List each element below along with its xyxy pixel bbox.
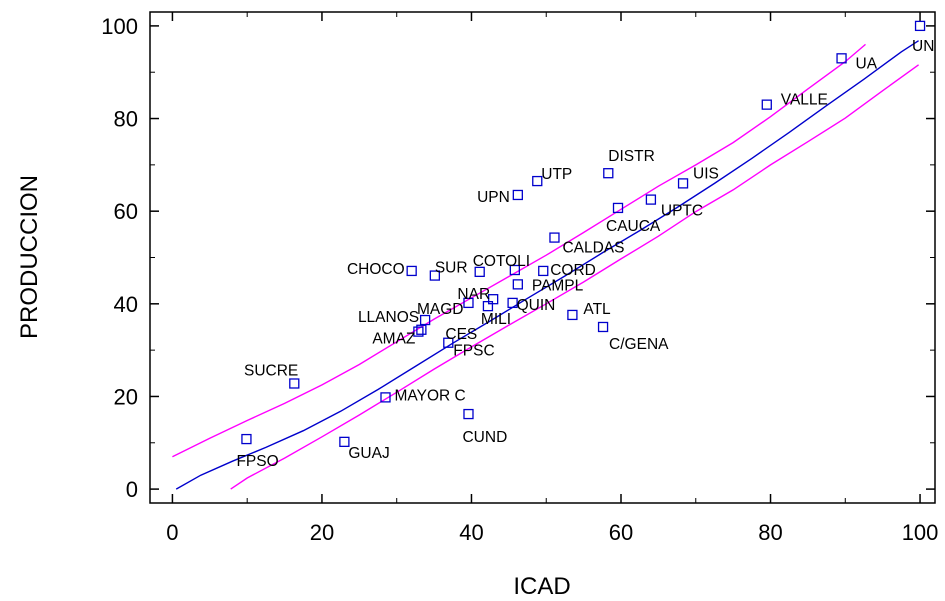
y-tick-label: 60 — [114, 199, 138, 224]
x-tick-label: 100 — [902, 520, 939, 545]
y-tick-label: 100 — [101, 14, 138, 39]
point-label: CES — [445, 326, 477, 343]
data-point-marker — [474, 266, 485, 278]
data-point-marker — [509, 264, 520, 276]
point-label: CUND — [462, 429, 507, 446]
data-point-marker — [597, 321, 609, 333]
point-label: UPN — [477, 189, 510, 206]
confidence-bands — [172, 43, 920, 490]
point-label: FPSO — [236, 453, 278, 470]
data-point-marker — [512, 279, 523, 290]
point-label: UTP — [541, 166, 572, 183]
point-label: LLANOS — [358, 309, 419, 326]
data-point-marker — [419, 314, 431, 326]
point-label: QUIN — [517, 297, 556, 314]
point-label: CAUCA — [606, 218, 661, 235]
point-label: PAMPL — [532, 277, 584, 294]
point-label: NAR — [457, 286, 490, 303]
data-point-marker — [339, 436, 350, 448]
data-point-marker — [488, 294, 499, 305]
y-tick-label: 0 — [126, 477, 138, 502]
point-label: ATL — [583, 301, 611, 318]
point-label: MAGD — [417, 301, 464, 318]
lower-confidence-line — [230, 64, 920, 490]
x-tick-label: 0 — [166, 520, 178, 545]
point-label: SUCRE — [244, 362, 298, 379]
point-label: COTOLI — [473, 253, 530, 270]
data-point-marker — [761, 99, 772, 110]
x-tick-label: 80 — [758, 520, 782, 545]
data-point-marker — [463, 408, 474, 420]
data-point-marker — [677, 178, 689, 189]
point-label: DISTR — [608, 148, 655, 165]
point-label: MAYOR C — [395, 387, 466, 404]
point-label: VALLE — [781, 92, 828, 109]
point-label: UPTC — [661, 203, 703, 220]
point-label: UA — [856, 55, 878, 72]
data-points — [241, 20, 926, 448]
point-label: SUR — [435, 260, 468, 277]
x-axis-title: ICAD — [513, 573, 570, 600]
data-point-marker — [429, 270, 440, 281]
data-point-marker — [512, 189, 523, 201]
y-tick-label: 40 — [114, 292, 138, 317]
axis-tick-labels: 0 20 40 60 80 100 0 20 40 60 80 100 — [101, 14, 938, 545]
point-label: C/GENA — [609, 336, 669, 353]
y-tick-label: 80 — [114, 107, 138, 132]
data-point-marker — [482, 300, 494, 312]
data-point-marker — [406, 265, 417, 277]
data-point-marker — [532, 175, 543, 187]
point-label: CHOCO — [347, 261, 405, 278]
axis-ticks — [150, 12, 935, 503]
point-label: AMAZ — [372, 331, 415, 348]
x-tick-label: 40 — [459, 520, 483, 545]
data-point-marker — [241, 433, 252, 445]
data-point-marker — [612, 202, 624, 214]
point-label: UIS — [693, 165, 719, 182]
data-point-marker — [507, 297, 518, 309]
data-point-marker — [538, 265, 549, 277]
data-point-marker — [443, 337, 454, 348]
data-point-marker — [549, 232, 560, 243]
data-point-marker — [914, 20, 926, 32]
data-point-marker — [413, 326, 424, 337]
y-tick-label: 20 — [114, 384, 138, 409]
data-point-marker — [645, 194, 657, 205]
data-point-marker — [567, 309, 578, 321]
data-point-marker — [836, 53, 847, 64]
regression-line — [175, 40, 919, 490]
data-point-marker — [416, 324, 427, 335]
point-label: UN — [912, 38, 934, 55]
x-tick-label: 60 — [609, 520, 633, 545]
point-label: MILI — [481, 311, 511, 328]
upper-confidence-line — [172, 43, 866, 458]
x-tick-label: 20 — [310, 520, 334, 545]
data-point-marker — [380, 392, 391, 403]
data-point-marker — [289, 378, 300, 389]
regression-line-group — [175, 40, 919, 490]
data-point-marker — [603, 168, 614, 179]
data-point-marker — [463, 297, 474, 309]
point-label: CORD — [550, 262, 596, 279]
y-axis-title: PRODUCCION — [16, 175, 43, 339]
point-label: CALDAS — [562, 240, 624, 257]
point-label: GUAJ — [348, 445, 389, 462]
point-label: FPSC — [453, 343, 494, 360]
